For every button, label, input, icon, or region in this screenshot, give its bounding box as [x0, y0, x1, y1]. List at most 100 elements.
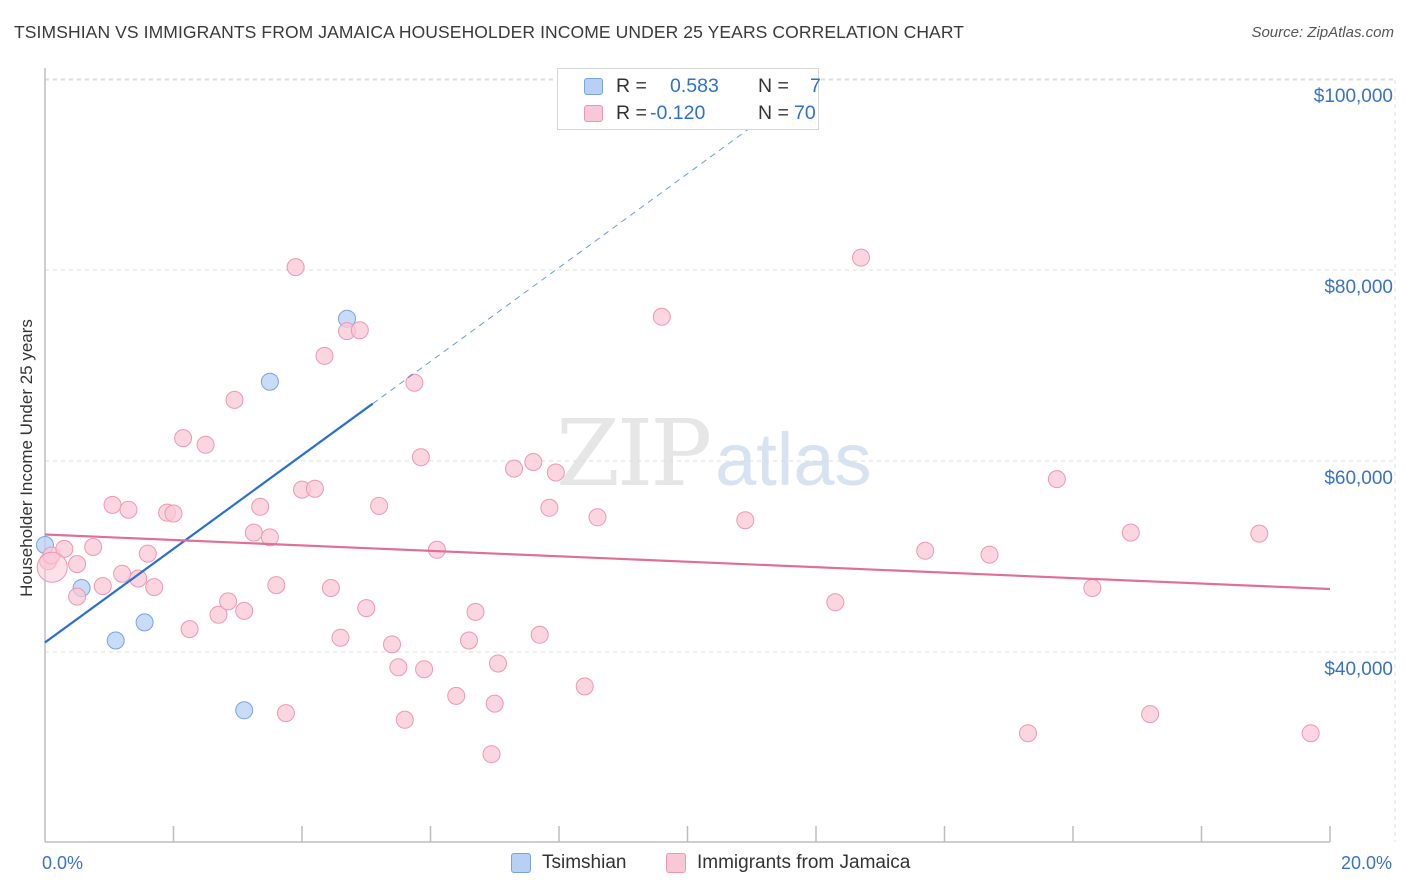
jamaica-point-59 [826, 593, 845, 612]
y-tick-label-40000: $40,000 [1324, 659, 1393, 680]
tsimshian-point-2 [106, 631, 125, 650]
legend-swatch-tsimshian [511, 853, 531, 873]
source-note: Source: ZipAtlas.com [1251, 24, 1394, 41]
stats-r-label: R = [616, 102, 647, 124]
jamaica-point-66 [1121, 523, 1140, 542]
jamaica-point-6 [93, 577, 112, 596]
jamaica-point-29 [305, 479, 324, 498]
jamaica-point-23 [251, 497, 270, 516]
jamaica-point-21 [235, 601, 254, 620]
jamaica-point-26 [276, 704, 295, 723]
jamaica-point-51 [524, 453, 543, 471]
jamaica-point-45 [460, 631, 478, 650]
jamaica-point-65 [1083, 579, 1102, 597]
jamaica-point-60 [852, 248, 870, 267]
jamaica-point-69 [1301, 724, 1320, 743]
jamaica-point-48 [485, 694, 504, 713]
jamaica-point-34 [350, 321, 369, 340]
stats-n-label: N = [758, 102, 789, 124]
jamaica-point-11 [138, 544, 157, 563]
jamaica-point-31 [321, 579, 340, 597]
jamaica-point-27 [286, 258, 305, 277]
jamaica-point-54 [546, 463, 565, 482]
jamaica-point-2 [55, 539, 74, 558]
jamaica-point-32 [331, 628, 350, 647]
jamaica-point-57 [652, 307, 671, 326]
tsimshian-point-3 [135, 613, 154, 632]
jamaica-point-4 [68, 587, 87, 606]
jamaica-point-12 [145, 578, 164, 597]
jamaica-point-56 [588, 508, 607, 527]
x-tick-label-max: 20.0% [1340, 853, 1392, 873]
jamaica-point-20 [225, 390, 244, 409]
jamaica-point-58 [736, 511, 755, 530]
jamaica-point-19 [219, 592, 238, 611]
y-tick-label-100000: $100,000 [1313, 86, 1393, 107]
jamaica-point-38 [389, 658, 408, 677]
legend-label-jamaica: Immigrants from Jamaica [697, 852, 911, 873]
jamaica-point-9 [119, 500, 138, 519]
jamaica-point-7 [103, 495, 122, 514]
jamaica-point-24 [260, 528, 279, 547]
jamaica-point-63 [1019, 724, 1037, 743]
jamaica-point-67 [1141, 705, 1160, 724]
tsimshian-trend-extension [372, 126, 753, 405]
stats-r-value: 0.583 [670, 75, 719, 97]
jamaica-point-49 [489, 654, 507, 673]
jamaica-point-10 [129, 569, 148, 588]
y-tick-label-80000: $80,000 [1324, 277, 1393, 298]
jamaica-point-42 [415, 660, 434, 679]
jamaica-point-61 [916, 541, 935, 560]
jamaica-point-53 [540, 498, 559, 517]
jamaica-point-64 [1047, 470, 1066, 489]
jamaica-point-8 [113, 564, 132, 583]
axes [44, 68, 1331, 843]
jamaica-point-25 [267, 576, 286, 595]
jamaica-point-15 [174, 429, 193, 448]
chart-legend: Tsimshian Immigrants from Jamaica [0, 852, 1406, 878]
jamaica-point-46 [466, 602, 485, 621]
y-axis-label: Householder Income Under 25 years [17, 319, 36, 597]
jamaica-point-36 [370, 496, 389, 515]
stats-n-label: N = [758, 75, 789, 97]
jamaica-point-18 [209, 605, 228, 624]
stats-n-value: 7 [810, 75, 821, 97]
tsimshian-point-4 [235, 701, 254, 720]
jamaica-point-47 [482, 745, 501, 764]
stats-n-value: 70 [794, 102, 816, 124]
jamaica-point-44 [447, 686, 466, 705]
jamaica-point-37 [383, 635, 401, 654]
stats-r-label: R = [616, 75, 647, 97]
jamaica-point-14 [164, 504, 183, 523]
y-tick-label-60000: $60,000 [1324, 468, 1393, 489]
legend-label-tsimshian: Tsimshian [542, 852, 627, 873]
data-points [36, 248, 1320, 764]
jamaica-point-5 [84, 538, 103, 556]
stats-swatch-jamaica [584, 105, 603, 122]
correlation-stats-box: R = 0.583 N = 7 R = -0.120 N = 70 [557, 68, 821, 130]
stats-swatch-tsimshian [584, 78, 603, 95]
tsimshian-trend-line [44, 402, 374, 644]
jamaica-point-17 [196, 435, 215, 454]
trend-lines [44, 126, 1331, 644]
jamaica-point-52 [530, 625, 549, 644]
grid-lines [45, 78, 1396, 842]
x-tick-label-min: 0.0% [42, 853, 84, 873]
jamaica-point-3 [68, 555, 87, 574]
stats-r-value: -0.120 [650, 102, 706, 124]
jamaica-point-68 [1250, 524, 1269, 543]
chart-title: TSIMSHIAN VS IMMIGRANTS FROM JAMAICA HOU… [14, 22, 965, 42]
jamaica-point-cluster [36, 551, 68, 583]
jamaica-point-40 [405, 373, 424, 392]
jamaica-point-22 [244, 523, 263, 542]
legend-swatch-jamaica [666, 853, 686, 873]
jamaica-point-55 [575, 677, 594, 696]
jamaica-point-41 [411, 448, 430, 467]
jamaica-trend-line [44, 533, 1331, 591]
jamaica-point-62 [980, 545, 999, 564]
jamaica-point-30 [315, 346, 334, 365]
jamaica-point-35 [357, 599, 376, 618]
jamaica-point-39 [395, 710, 414, 729]
tsimshian-point-5 [260, 372, 279, 391]
